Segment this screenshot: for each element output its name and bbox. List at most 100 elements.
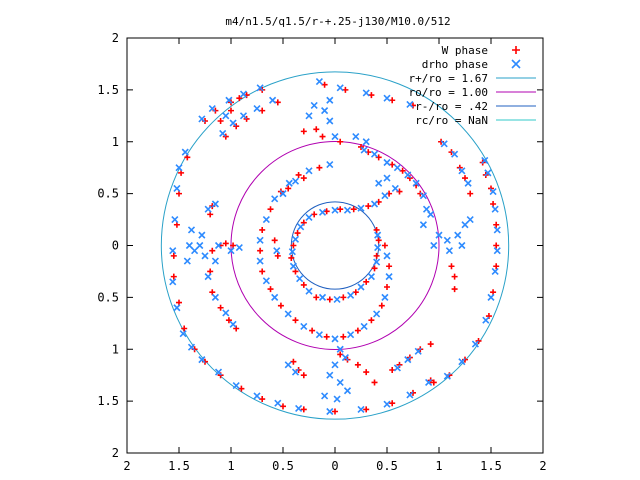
data-point (383, 158, 391, 167)
data-point (406, 391, 414, 399)
data-point (482, 316, 490, 324)
data-point (381, 242, 388, 249)
data-point (373, 258, 381, 266)
data-point (183, 257, 191, 265)
data-point (209, 289, 216, 296)
data-point (331, 206, 339, 214)
data-point (333, 295, 341, 304)
data-point (493, 247, 501, 255)
data-point (256, 84, 264, 92)
data-point (239, 112, 248, 120)
data-point (259, 268, 266, 275)
data-point (383, 174, 391, 182)
data-point (198, 115, 206, 123)
data-point (362, 138, 370, 146)
data-point (300, 322, 308, 330)
data-point (391, 184, 399, 193)
data-point (291, 368, 300, 376)
data-point (427, 341, 434, 348)
data-point (198, 231, 206, 239)
data-point (487, 293, 495, 301)
data-point (284, 361, 292, 369)
data-point (340, 333, 347, 340)
data-point (274, 252, 281, 259)
data-point (343, 206, 352, 214)
data-point (419, 192, 427, 200)
data-point (290, 358, 297, 365)
data-point (259, 396, 266, 403)
data-point (383, 94, 391, 102)
data-point (383, 400, 391, 408)
series-layer (169, 78, 501, 416)
data-point (277, 302, 284, 309)
y-tick-label: 0 (112, 239, 119, 253)
data-point (228, 107, 234, 114)
data-point (358, 143, 364, 150)
data-point (412, 179, 420, 187)
data-point (211, 293, 219, 301)
y-tick-label: 0.5 (97, 187, 119, 201)
data-point (289, 262, 297, 270)
x-tick-label: 0.5 (376, 459, 398, 473)
data-point (373, 310, 381, 318)
data-point (454, 231, 462, 239)
data-point (292, 317, 299, 324)
x-tick-label: 1.5 (168, 459, 190, 473)
data-point (191, 247, 199, 255)
data-point (318, 208, 327, 216)
data-point (374, 231, 382, 239)
data-point (267, 206, 274, 213)
data-point (279, 190, 287, 198)
y-tick-label: 1.5 (97, 394, 119, 408)
data-point (371, 265, 378, 272)
data-point (300, 406, 307, 413)
data-point (208, 104, 216, 113)
data-point (352, 289, 359, 296)
data-point (309, 327, 316, 334)
legend-label: ro/ro = 1.00 (409, 86, 488, 99)
data-point (393, 164, 401, 172)
x-tick-label: 2 (123, 459, 130, 473)
data-point (169, 278, 177, 286)
data-point (467, 190, 474, 197)
data-point (352, 132, 360, 141)
data-point (222, 309, 230, 317)
data-point (370, 200, 379, 208)
data-point (466, 215, 474, 224)
data-point (458, 241, 466, 250)
data-point (336, 378, 344, 387)
data-point (475, 337, 482, 344)
legend-label: r+/ro = 1.67 (409, 72, 488, 85)
data-point (300, 175, 307, 182)
data-point (333, 395, 341, 403)
legend-item: W phase (442, 44, 520, 57)
data-point (367, 273, 375, 281)
chart-title: m4/n1.5/q1.5/r-+.25-j130/M10.0/512 (225, 15, 450, 28)
data-point (238, 385, 245, 392)
data-point (337, 206, 344, 213)
data-point (360, 146, 368, 154)
data-point (262, 215, 270, 224)
data-point (399, 167, 406, 174)
data-point (362, 89, 370, 97)
data-point (300, 128, 307, 135)
data-point (201, 252, 209, 260)
data-point (419, 221, 427, 229)
data-point (173, 184, 181, 193)
data-point (259, 226, 266, 233)
data-point (204, 273, 212, 281)
y-tick-label: 0.5 (97, 290, 119, 304)
radius-circle (160, 71, 510, 420)
data-point (297, 223, 305, 231)
legend-item: ro/ro = 1.00 (409, 86, 536, 99)
data-point (493, 221, 500, 228)
data-point (229, 320, 237, 328)
data-point (448, 263, 455, 270)
data-point (236, 95, 243, 102)
data-point (331, 335, 339, 343)
data-point (404, 171, 412, 179)
radius-circle (230, 141, 440, 350)
data-point (451, 286, 458, 293)
legend-swatch (511, 59, 521, 69)
data-point (318, 293, 327, 301)
